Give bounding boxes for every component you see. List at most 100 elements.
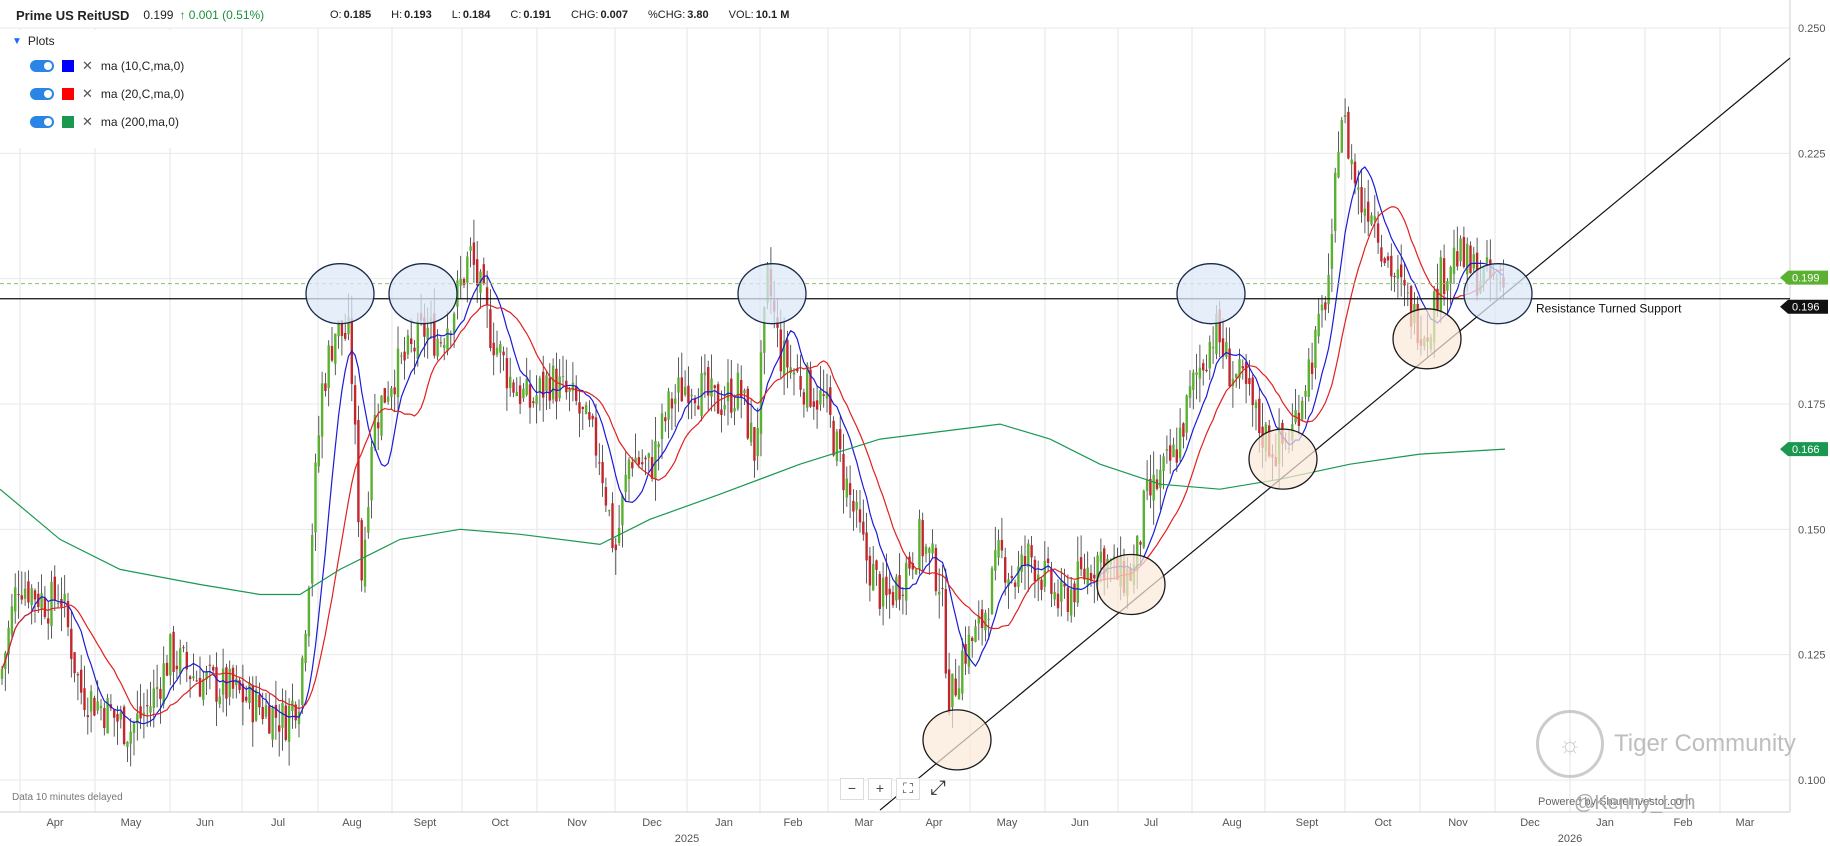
candle-body xyxy=(53,576,56,601)
candle-body xyxy=(410,338,413,345)
candle-body xyxy=(957,688,961,700)
x-tick-label: Aug xyxy=(342,817,362,829)
candle-body xyxy=(93,697,96,716)
candle-body xyxy=(829,387,832,415)
plot-toggle[interactable] xyxy=(30,88,54,100)
candle-body xyxy=(281,702,284,728)
candle-body xyxy=(1294,409,1297,423)
plot-color-swatch[interactable] xyxy=(62,60,74,72)
trendline-touch-circle xyxy=(1248,428,1318,490)
candle-body xyxy=(1442,258,1446,295)
candle-body xyxy=(832,420,835,456)
year-label: 2025 xyxy=(675,833,699,845)
candle-body xyxy=(1093,574,1096,579)
candle-body xyxy=(921,520,924,557)
plots-header[interactable]: ▼ Plots xyxy=(0,30,205,52)
candle-body xyxy=(548,377,551,401)
plot-row: ✕ ma (20,C,ma,0) xyxy=(0,80,205,108)
candle-body xyxy=(1096,555,1099,586)
candle-body xyxy=(119,712,122,720)
candle-body xyxy=(1162,456,1165,472)
candle-body xyxy=(426,327,429,340)
zoom-out-button[interactable]: − xyxy=(840,778,864,800)
candle-body xyxy=(1033,559,1037,582)
ma10-line xyxy=(1,166,1504,725)
candle-body xyxy=(492,342,495,356)
remove-plot-icon[interactable]: ✕ xyxy=(82,58,93,73)
collapse-triangle-icon[interactable]: ▼ xyxy=(12,35,22,47)
resize-arrow-icon[interactable]: ⤢ xyxy=(930,777,946,799)
candle-body xyxy=(413,347,416,352)
candle-body xyxy=(149,706,152,713)
price-change: ↑ 0.001 (0.51%) xyxy=(179,8,264,22)
candle-body xyxy=(1367,201,1370,222)
ohlc-readout: O: 0.185 H: 0.193 L: 0.184 C: 0.191 CHG: 0.007 %CH… xyxy=(330,0,809,30)
candle-body xyxy=(1192,372,1195,390)
zoom-in-button[interactable]: + xyxy=(868,778,892,800)
candle-body xyxy=(512,382,515,393)
resistance-touch-circle xyxy=(1176,263,1246,325)
candle-body xyxy=(914,569,918,575)
candle-body xyxy=(855,502,858,510)
remove-plot-icon[interactable]: ✕ xyxy=(82,114,93,129)
candle-body xyxy=(568,389,571,392)
candle-body xyxy=(1225,342,1228,357)
candle-body xyxy=(954,678,957,696)
candle-body xyxy=(439,342,443,344)
candle-body xyxy=(7,627,10,655)
candle-body xyxy=(1020,554,1023,572)
x-tick-label: Apr xyxy=(46,817,63,829)
x-tick-label: Jul xyxy=(271,817,285,829)
candle-body xyxy=(175,665,179,670)
candle-body xyxy=(337,321,340,337)
candle-body xyxy=(1053,592,1056,600)
candle-body xyxy=(320,383,324,437)
fit-screen-button[interactable]: ⛶ xyxy=(896,778,920,800)
candle-body xyxy=(528,384,532,408)
candle-body xyxy=(86,715,89,718)
candle-body xyxy=(73,652,76,674)
candle-body xyxy=(551,365,555,400)
x-tick-label: Jul xyxy=(1144,817,1158,829)
candle-body xyxy=(1472,254,1475,269)
ohlc-key: C: xyxy=(510,9,522,21)
candle-body xyxy=(284,705,287,740)
candle-body xyxy=(192,676,195,679)
plot-color-swatch[interactable] xyxy=(62,88,74,100)
candle-body xyxy=(627,459,631,479)
candle-body xyxy=(994,550,997,571)
plot-color-swatch[interactable] xyxy=(62,116,74,128)
price-change-value: 0.001 (0.51%) xyxy=(188,8,265,22)
candle-body xyxy=(796,369,799,372)
candle-body xyxy=(390,388,393,397)
candle-body xyxy=(947,669,951,713)
candle-body xyxy=(1215,313,1218,355)
plot-toggle[interactable] xyxy=(30,60,54,72)
candle-body xyxy=(753,427,756,461)
candle-body xyxy=(449,332,452,334)
candle-body xyxy=(482,264,485,284)
candle-body xyxy=(1063,583,1066,587)
candle-body xyxy=(1390,255,1393,277)
candle-body xyxy=(1393,275,1396,277)
ohlc-key: CHG: xyxy=(570,9,599,21)
ohlc-value: 0.193 xyxy=(404,9,432,21)
candle-body xyxy=(261,706,264,720)
candle-body xyxy=(238,680,241,690)
candle-body xyxy=(931,543,934,554)
candle-body xyxy=(33,590,37,600)
candle-body xyxy=(436,338,439,357)
candle-body xyxy=(63,593,66,602)
candle-body xyxy=(1188,386,1192,398)
candle-body xyxy=(30,588,33,606)
candle-body xyxy=(1030,545,1033,558)
resistance-touch-circle xyxy=(305,263,375,325)
plot-toggle[interactable] xyxy=(30,116,54,128)
candle-body xyxy=(205,671,208,680)
candle-body xyxy=(1145,480,1149,492)
candle-body xyxy=(179,648,182,675)
remove-plot-icon[interactable]: ✕ xyxy=(82,86,93,101)
candle-body xyxy=(535,395,538,405)
candle-body xyxy=(700,373,703,417)
